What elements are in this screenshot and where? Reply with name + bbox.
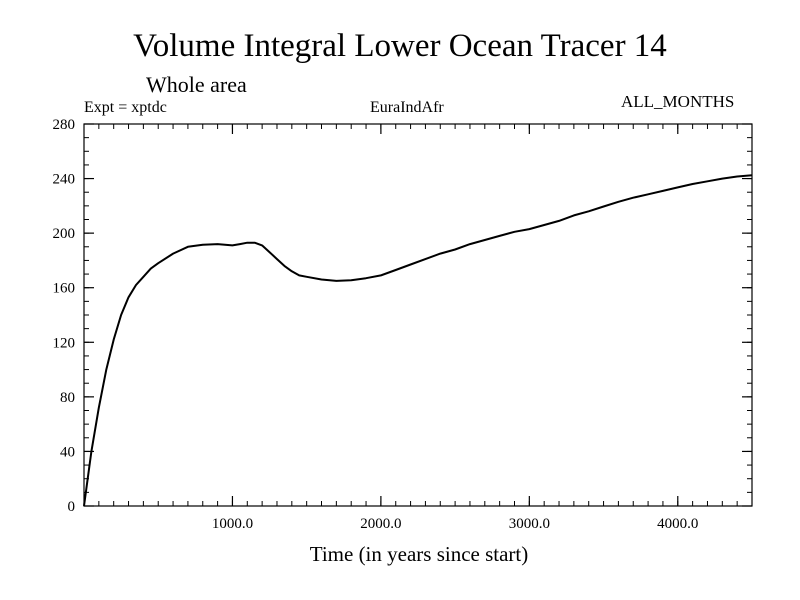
experiment-label: Expt = xptdc [84, 99, 167, 116]
major-ticks [84, 123, 752, 507]
y-tick-label: 80 [60, 390, 75, 406]
x-tick-label: 1000.0 [212, 516, 253, 532]
chart-title: Volume Integral Lower Ocean Tracer 14 [133, 28, 667, 64]
x-tick-label: 2000.0 [360, 516, 401, 532]
y-tick-label: 40 [60, 444, 75, 460]
chart-subtitle: Whole area [146, 72, 247, 97]
series-line [83, 174, 753, 507]
x-tick-label: 4000.0 [657, 516, 698, 532]
plot-frame [83, 123, 753, 507]
y-tick-label: 240 [53, 172, 76, 188]
x-tick-label: 3000.0 [509, 516, 550, 532]
y-tick-label: 160 [53, 281, 76, 297]
y-tick-label: 280 [53, 117, 76, 133]
period-label: ALL_MONTHS [621, 92, 735, 111]
y-tick-label: 0 [68, 499, 76, 515]
region-label: EuraIndAfr [370, 99, 444, 116]
tick-labels: 1000.0 2000.0 3000.0 4000.0 0 40 80 120 160 200 24… [53, 117, 699, 532]
minor-ticks [84, 124, 752, 506]
y-tick-label: 120 [53, 335, 76, 351]
series-layer [83, 174, 753, 507]
y-tick-label: 200 [53, 226, 76, 242]
x-axis-label: Time (in years since start) [310, 542, 529, 566]
